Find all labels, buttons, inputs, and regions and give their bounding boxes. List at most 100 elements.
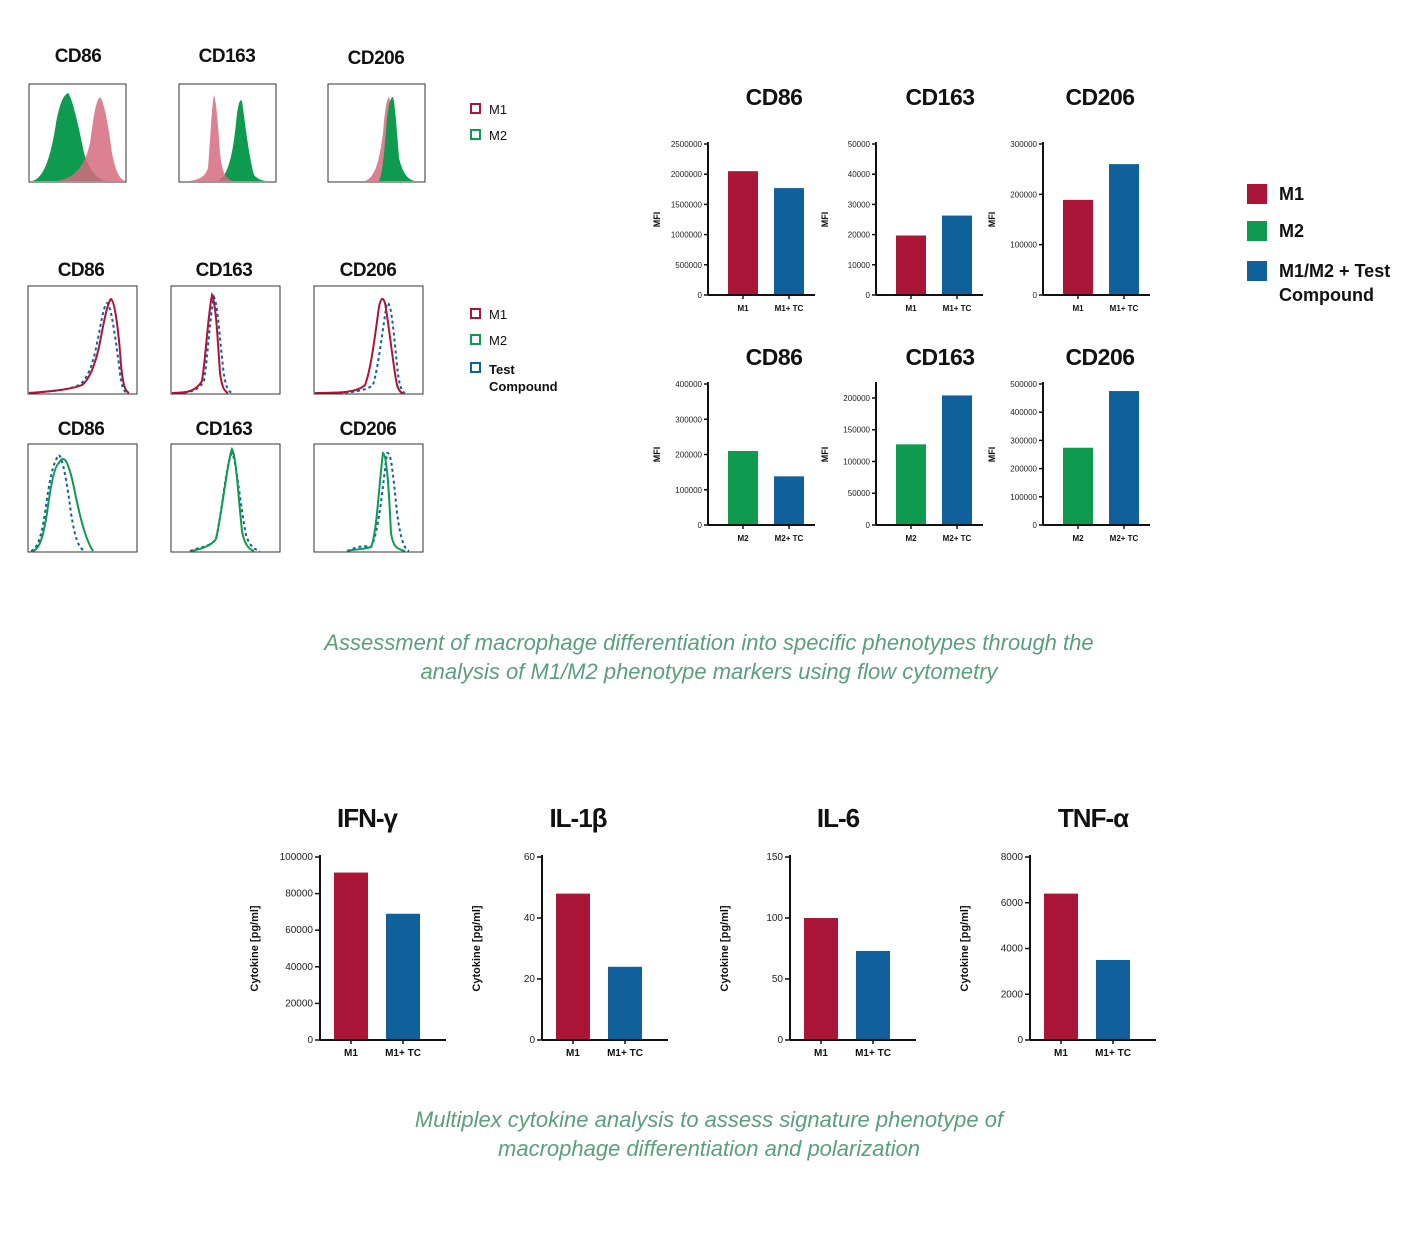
y-tick-label: 0 (866, 521, 871, 530)
y-tick-label: 200000 (1010, 465, 1037, 474)
x-tick-label: M2+ TC (943, 534, 972, 543)
bar-chart-m2-cd163: M2 M2+ TC 0 50000 100000 150000 200000 MFI (820, 382, 983, 543)
y-tick-label: 2500000 (671, 140, 703, 149)
x-tick-label: M1+ TC (1095, 1048, 1131, 1059)
legend-swatch-m1 (470, 103, 481, 114)
x-tick-label: M1+ TC (1110, 304, 1139, 313)
histogram-frame (178, 83, 277, 183)
y-axis-label: MFI (987, 447, 997, 463)
curve-test-compound (189, 451, 261, 552)
bar-m1tc (1096, 959, 1130, 1040)
histogram-m2-cd86 (27, 443, 138, 553)
x-tick-label: M1 (1072, 304, 1084, 313)
y-tick-label: 4000 (1001, 944, 1024, 955)
y-tick-label: 0 (777, 1035, 783, 1046)
y-tick-label: 60000 (285, 925, 313, 936)
y-axis-label: MFI (820, 212, 830, 228)
y-axis-label: MFI (652, 447, 662, 463)
histogram-m2-fill (379, 97, 415, 181)
y-axis-label: MFI (652, 212, 662, 228)
bar-m2tc (942, 395, 972, 525)
legend-label: M1 (1279, 184, 1305, 204)
y-tick-label: 150000 (843, 426, 870, 435)
legend-swatch-m1 (470, 308, 481, 319)
bar-m1 (896, 235, 926, 295)
legend-swatch-m1 (1247, 184, 1267, 204)
y-tick-label: 100000 (1010, 493, 1037, 502)
bar-chart-m1-cd163: M1 M1+ TC 0 10000 20000 30000 40000 50000 MFI (820, 140, 983, 313)
bar-m1 (334, 872, 368, 1040)
bar-title-m1-cd163: CD163 (905, 84, 975, 110)
bar-chart-m2-cd206: M2 M2+ TC 0 100000 200000 300000 400000 500000 M… (987, 380, 1150, 543)
bar-m2 (896, 444, 926, 525)
bar-m1tc (942, 215, 972, 295)
bar-title-m1-cd86: CD86 (745, 84, 803, 110)
y-tick-label: 100000 (1010, 241, 1037, 250)
cyto-title-tnfa: TNF-α (1057, 803, 1129, 833)
bar-chart-ifng: M1 M1+ TC 0 20000 40000 60000 80000 100000 Cytok… (249, 852, 446, 1059)
x-tick-label: M2 (1072, 534, 1084, 543)
bar-chart-m1-cd86: M1 M1+ TC 0 500000 1000000 1500000 2000000 2500… (652, 140, 815, 313)
bar-chart-il6: M1 M1+ TC 0 50 100 150 Cytokine [pg/ml] (719, 852, 916, 1059)
cyto-title-il6: IL-6 (816, 803, 860, 833)
bar-chart-m1-cd206: M1 M1+ TC 0 100000 200000 300000 MFI (987, 140, 1150, 313)
y-axis-label: MFI (820, 447, 830, 463)
histogram-m1-cd206 (313, 285, 424, 395)
legend-top-m1: M1 (470, 102, 507, 117)
curve-m1 (171, 291, 229, 394)
hist-m1-title-cd206: CD206 (339, 260, 397, 281)
x-tick-label: M1 (737, 304, 749, 313)
bar-m2tc (774, 476, 804, 525)
y-tick-label: 0 (529, 1035, 535, 1046)
curve-m1 (314, 297, 404, 394)
bar-title-m2-cd163: CD163 (905, 344, 975, 370)
y-tick-label: 500000 (675, 261, 702, 270)
bar-legend-m1: M1 (1247, 182, 1304, 206)
x-tick-label: M1 (1054, 1048, 1068, 1059)
y-tick-label: 100000 (843, 457, 870, 466)
bar-m1 (556, 893, 590, 1040)
y-tick-label: 80000 (285, 889, 313, 900)
bar-chart-il1b: M1 M1+ TC 0 20 40 60 Cytokine [pg/ml] (471, 852, 668, 1059)
histogram-frame (28, 83, 127, 183)
y-tick-label: 20000 (848, 231, 871, 240)
y-tick-label: 200000 (843, 394, 870, 403)
y-tick-label: 1000000 (671, 231, 703, 240)
y-tick-label: 40 (524, 913, 536, 924)
caption-line: Assessment of macrophage differentiation… (324, 630, 1094, 655)
bar-m1 (1063, 199, 1093, 295)
y-tick-label: 400000 (675, 380, 702, 389)
x-tick-label: M1 (814, 1048, 828, 1059)
y-tick-label: 50000 (848, 140, 871, 149)
bar-m1 (804, 918, 838, 1040)
x-tick-label: M2+ TC (1110, 534, 1139, 543)
y-tick-label: 100 (766, 913, 783, 924)
x-tick-label: M1 (566, 1048, 580, 1059)
legend-swatch-m2 (1247, 221, 1267, 241)
y-tick-label: 400000 (1010, 408, 1037, 417)
curve-test-compound (30, 453, 86, 552)
hist-m2-title-cd206: CD206 (339, 419, 397, 440)
x-tick-label: M1+ TC (775, 304, 804, 313)
y-tick-label: 8000 (1001, 852, 1024, 863)
bar-m1 (728, 171, 758, 295)
y-axis-label: MFI (987, 212, 997, 228)
legend-swatch-test-compound (470, 362, 481, 373)
hist-m1-title-cd163: CD163 (195, 260, 253, 281)
bar-chart-m2-cd86: M2 M2+ TC 0 100000 200000 300000 400000 MFI (652, 380, 815, 543)
y-tick-label: 300000 (1010, 140, 1037, 149)
y-tick-label: 0 (307, 1035, 313, 1046)
x-tick-label: M2 (905, 534, 917, 543)
bar-legend-test-compound: M1/M2 + Test Compound (1247, 259, 1397, 307)
histogram-m2-cd163 (170, 443, 281, 553)
y-tick-label: 40000 (848, 170, 871, 179)
curve-test-compound (346, 452, 410, 552)
y-tick-label: 500000 (1010, 380, 1037, 389)
legend-label: M1/M2 + Test Compound (1279, 261, 1391, 305)
legend-top-m2: M2 (470, 128, 507, 143)
y-tick-label: 10000 (848, 261, 871, 270)
x-tick-label: M1+ TC (943, 304, 972, 313)
x-tick-label: M1 (905, 304, 917, 313)
legend-label: M2 (489, 128, 508, 143)
legend-swatch-test-compound (1247, 261, 1267, 281)
